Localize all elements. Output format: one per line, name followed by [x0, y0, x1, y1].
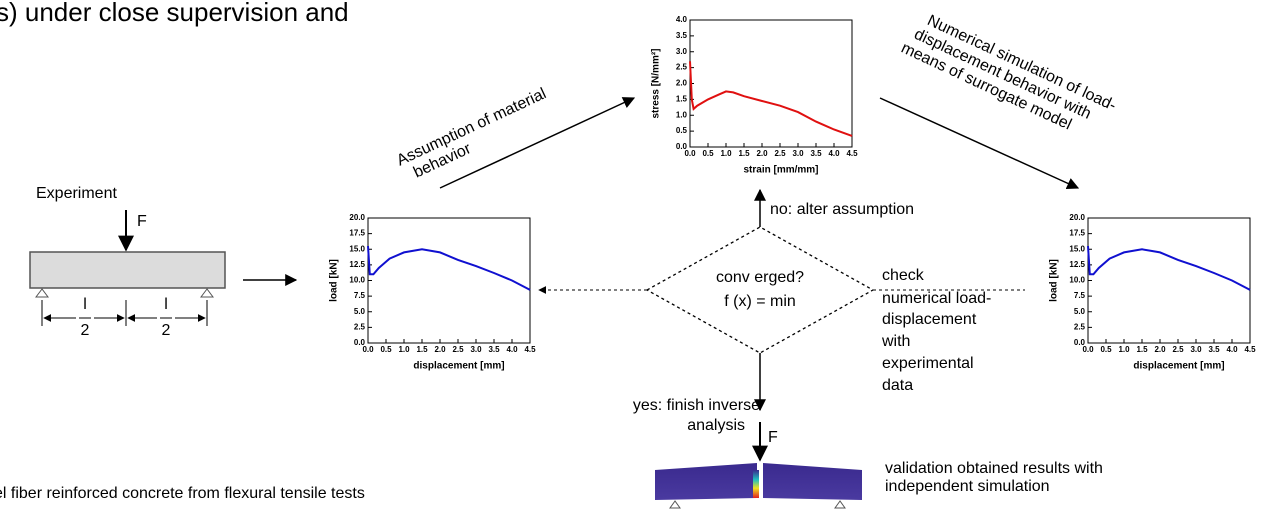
span-2: 2 [81, 322, 90, 339]
validation-text: independent simulation [885, 478, 1050, 495]
y-tick-label: 2.5 [1074, 322, 1086, 331]
y-tick-label: 20.0 [349, 213, 365, 222]
x-tick-label: 3.0 [1190, 345, 1202, 354]
decision-question: conv erged? [716, 269, 804, 286]
yes-label: analysis [687, 417, 745, 434]
x-tick-label: 4.0 [1226, 345, 1238, 354]
y-tick-label: 12.5 [1069, 260, 1085, 269]
y-tick-label: 1.5 [676, 94, 688, 103]
x-tick-label: 3.5 [1208, 345, 1220, 354]
validation-text: validation obtained results with [885, 460, 1103, 477]
x-tick-label: 4.5 [524, 345, 536, 354]
experiment-sketch: Experiment F l 2 l 2 [30, 185, 225, 339]
check-line: numerical load- [882, 290, 991, 307]
y-tick-label: 12.5 [349, 260, 365, 269]
assumption-label: Assumption of material [394, 85, 549, 169]
y-tick-label: 17.5 [349, 229, 365, 238]
check-label: check numerical load- displacement with … [881, 267, 991, 394]
x-tick-label: 0.5 [380, 345, 392, 354]
fe-model: F [655, 422, 862, 508]
x-tick-label: 4.5 [846, 149, 858, 158]
x-tick-label: 1.5 [738, 149, 750, 158]
x-tick-label: 3.0 [470, 345, 482, 354]
x-tick-label: 1.0 [398, 345, 410, 354]
y-tick-label: 5.0 [354, 307, 366, 316]
check-line: check [882, 267, 925, 284]
y-tick-label: 5.0 [1074, 307, 1086, 316]
check-line: data [882, 377, 913, 394]
x-tick-label: 3.0 [792, 149, 804, 158]
decision-diamond [647, 227, 873, 353]
x-axis-label: strain [mm/mm] [743, 165, 818, 176]
check-line: with [881, 333, 910, 350]
x-tick-label: 2.0 [1154, 345, 1166, 354]
plot-frame [368, 218, 530, 343]
span-l: l [164, 296, 168, 313]
x-tick-label: 1.0 [1118, 345, 1130, 354]
x-tick-label: 2.5 [774, 149, 786, 158]
arrow [440, 98, 634, 188]
decision-question: f (x) = min [724, 293, 796, 310]
y-tick-label: 3.0 [676, 47, 688, 56]
data-line [368, 246, 530, 290]
x-tick-label: 2.5 [452, 345, 464, 354]
check-line: displacement [882, 311, 977, 328]
y-axis-label: stress [N/mm²] [651, 48, 662, 118]
data-line [690, 61, 852, 136]
y-tick-label: 20.0 [1069, 213, 1085, 222]
y-tick-label: 7.5 [1074, 291, 1086, 300]
x-axis-label: displacement [mm] [413, 361, 504, 372]
yes-label: yes: finish inverse [633, 397, 760, 414]
data-line [1088, 246, 1250, 290]
plot-frame [690, 20, 852, 147]
x-tick-label: 0.5 [702, 149, 714, 158]
y-tick-label: 2.5 [676, 63, 688, 72]
y-tick-label: 0.0 [354, 338, 366, 347]
x-tick-label: 2.5 [1172, 345, 1184, 354]
x-tick-label: 2.0 [434, 345, 446, 354]
experiment-title: Experiment [36, 185, 117, 202]
y-tick-label: 7.5 [354, 291, 366, 300]
no-label: no: alter assumption [770, 201, 914, 218]
span-2: 2 [162, 322, 171, 339]
y-tick-label: 0.0 [676, 142, 688, 151]
x-axis-label: displacement [mm] [1133, 361, 1224, 372]
span-l: l [83, 296, 87, 313]
x-tick-label: 4.5 [1244, 345, 1256, 354]
plot-frame [1088, 218, 1250, 343]
y-tick-label: 17.5 [1069, 229, 1085, 238]
y-tick-label: 0.0 [1074, 338, 1086, 347]
y-tick-label: 2.5 [354, 322, 366, 331]
x-tick-label: 2.0 [756, 149, 768, 158]
diagram: s) under close supervision and el fiber … [0, 0, 1274, 512]
y-tick-label: 0.5 [676, 126, 688, 135]
header-fragment: s) under close supervision and [0, 0, 349, 27]
y-tick-label: 15.0 [349, 244, 365, 253]
y-tick-label: 10.0 [349, 276, 365, 285]
caption-fragment: el fiber reinforced concrete from flexur… [0, 485, 365, 502]
x-tick-label: 1.5 [1136, 345, 1148, 354]
y-tick-label: 2.0 [676, 79, 688, 88]
x-tick-label: 3.5 [810, 149, 822, 158]
x-tick-label: 1.5 [416, 345, 428, 354]
y-tick-label: 3.5 [676, 31, 688, 40]
y-axis-label: load [kN] [1049, 259, 1060, 302]
y-tick-label: 15.0 [1069, 244, 1085, 253]
check-line: experimental [882, 355, 974, 372]
y-axis-label: load [kN] [329, 259, 340, 302]
y-tick-label: 1.0 [676, 110, 688, 119]
x-tick-label: 3.5 [488, 345, 500, 354]
y-tick-label: 4.0 [676, 15, 688, 24]
x-tick-label: 0.5 [1100, 345, 1112, 354]
x-tick-label: 4.0 [828, 149, 840, 158]
x-tick-label: 4.0 [506, 345, 518, 354]
x-tick-label: 1.0 [720, 149, 732, 158]
y-tick-label: 10.0 [1069, 276, 1085, 285]
force-label: F [768, 429, 778, 446]
force-label: F [137, 213, 147, 230]
